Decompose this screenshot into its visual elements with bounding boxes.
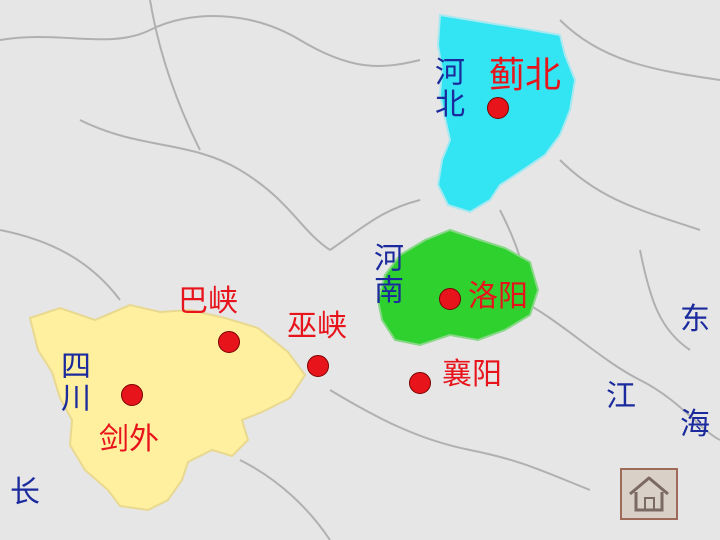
henan-label: 河南: [368, 242, 403, 306]
xiangyang-dot: [409, 372, 431, 394]
sichuan-label: 四川: [55, 350, 90, 414]
jianwai-dot: [121, 384, 143, 406]
hebei-label: 河北: [429, 56, 464, 120]
luoyang-label: 洛阳: [468, 279, 528, 314]
jibei-dot: [487, 97, 509, 119]
wuxia-dot: [307, 355, 329, 377]
jibei-label: 蓟北: [489, 55, 562, 96]
baxia-label: 巴峡: [178, 284, 238, 319]
sichuan-region: [28, 303, 307, 512]
henan-region: [376, 228, 540, 347]
jiang-label: 江: [606, 379, 636, 414]
dong-label: 东: [680, 302, 710, 337]
chang-label: 长: [10, 475, 40, 510]
luoyang-dot: [439, 288, 461, 310]
wuxia-label: 巫峡: [287, 309, 347, 344]
baxia-dot: [218, 331, 240, 353]
hai-label: 海: [680, 407, 710, 442]
xiangyang-label: 襄阳: [442, 357, 502, 392]
home-icon: [629, 476, 669, 512]
home-button[interactable]: [620, 468, 678, 520]
jianwai-label: 剑外: [99, 422, 159, 457]
